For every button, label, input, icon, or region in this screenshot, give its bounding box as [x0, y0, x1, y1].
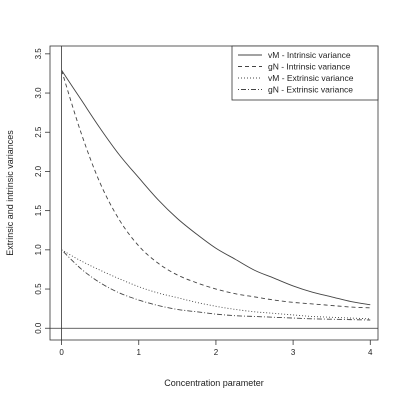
x-axis-title: Concentration parameter [164, 378, 264, 388]
legend: vM - Intrinsic variance gN - Intrinsic va… [231, 45, 379, 101]
y-tick-label: 1.5 [34, 205, 43, 217]
series-line-3 [61, 249, 371, 320]
y-tick-label: 3.0 [34, 87, 43, 99]
series-line-1 [61, 70, 371, 306]
reference-lines [50, 46, 378, 340]
x-axis: 0 1 2 3 4 [59, 340, 373, 357]
series-layer [61, 70, 371, 321]
y-tick-label: 2.0 [34, 165, 43, 177]
x-tick-label: 3 [291, 348, 296, 357]
y-tick-label: 2.5 [34, 126, 43, 138]
series-line-4 [61, 249, 371, 321]
legend-label: gN - Intrinsic variance [268, 62, 350, 72]
legend-label: vM - Extrinsic variance [268, 73, 354, 83]
y-axis-title: Extrinsic and intrinsic variances [5, 130, 15, 256]
x-tick-label: 0 [59, 348, 64, 357]
legend-label: gN - Extrinsic variance [268, 85, 353, 95]
y-tick-label: 3.5 [34, 48, 43, 60]
y-axis: 0.0 0.5 1.0 1.5 2.0 2.5 3.0 3.5 [34, 48, 50, 334]
x-tick-label: 4 [368, 348, 373, 357]
plot-frame [49, 45, 379, 341]
y-tick-label: 0.0 [34, 322, 43, 334]
x-tick-label: 1 [137, 348, 142, 357]
y-tick-label: 1.0 [34, 244, 43, 256]
x-tick-label: 2 [214, 348, 219, 357]
series-line-2 [61, 70, 371, 309]
legend-label: vM - Intrinsic variance [268, 50, 351, 60]
y-tick-label: 0.5 [34, 283, 43, 295]
